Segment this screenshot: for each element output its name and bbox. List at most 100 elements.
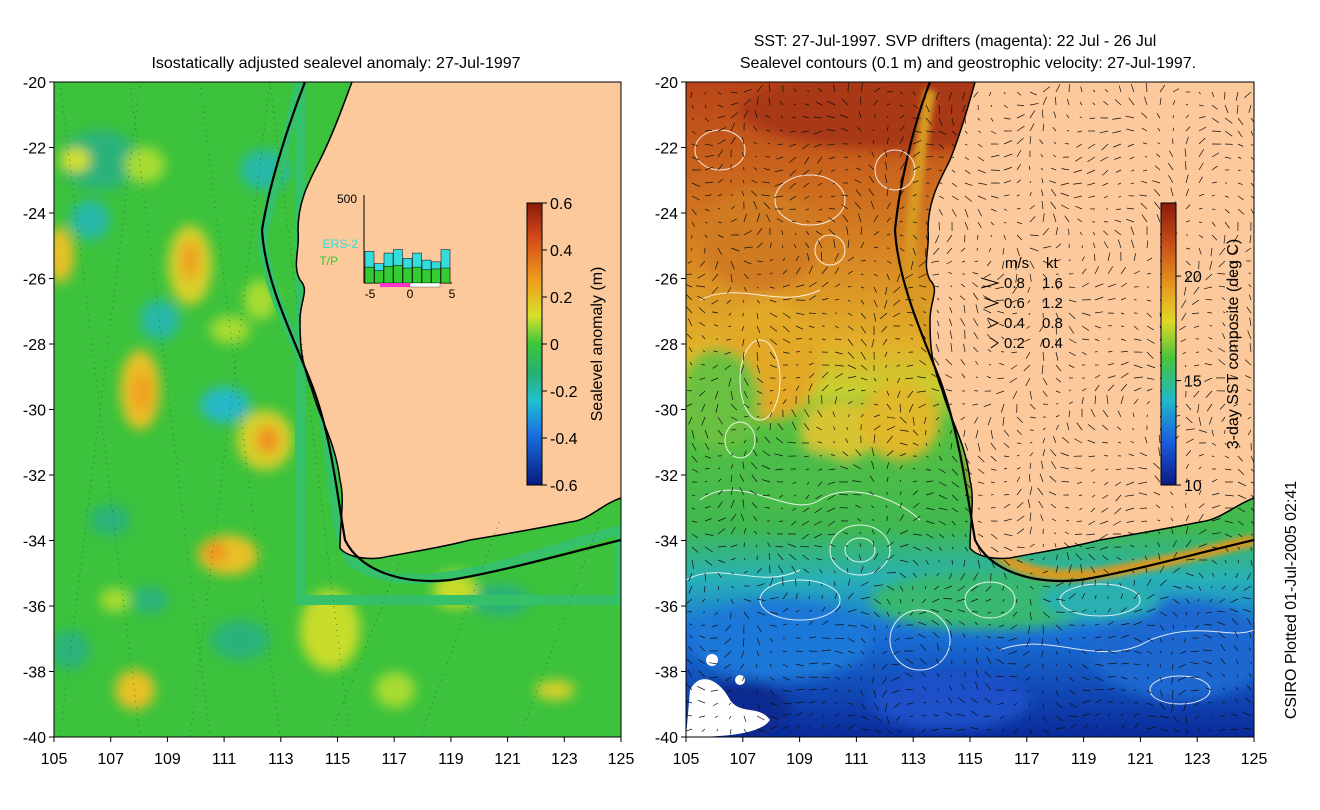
velocity-vector [860,581,869,587]
velocity-vector [801,143,810,150]
velocity-vector [1145,566,1148,574]
velocity-vector [1120,676,1128,680]
velocity-vector [704,104,707,109]
velocity-vector [1023,663,1031,669]
velocity-vector [687,669,693,678]
velocity-vector [1250,169,1254,174]
velocity-vector [698,670,706,678]
velocity-vector [766,532,771,535]
velocity-vector [1118,85,1122,93]
velocity-vector [687,260,693,264]
velocity-vector [899,206,905,210]
velocity-vector [950,442,953,450]
velocity-vector [742,312,745,317]
velocity-vector [1172,127,1175,132]
velocity-vector [906,364,914,367]
velocity-vector [925,208,931,211]
velocity-vector [1198,453,1204,457]
velocity-vector [739,486,745,496]
velocity-vector [960,247,966,252]
velocity-vector [1120,297,1127,301]
velocity-vector [860,611,870,615]
velocity-vector [1159,650,1162,654]
velocity-vector [1237,494,1247,499]
velocity-vector [918,285,927,288]
velocity-vector [964,468,973,475]
velocity-vector [1016,559,1023,564]
velocity-vector [1131,569,1135,574]
velocity-vector [1216,621,1226,626]
left-y-ticks: -20-22-24-26-28-30-32-34-36-38-40 [23,75,54,747]
velocity-vector [763,168,771,171]
velocity-vector [853,464,862,470]
velocity-vector [821,312,827,315]
velocity-vector [881,325,888,333]
velocity-vector [819,569,823,574]
velocity-vector [1028,312,1031,315]
velocity-vector [1250,143,1254,146]
velocity-vector [753,125,758,132]
velocity-vector [912,166,921,171]
velocity-vector [1211,165,1218,171]
velocity-vector [728,325,732,328]
velocity-vector [1090,566,1096,574]
velocity-vector [1242,712,1252,717]
velocity-vector [756,260,764,262]
velocity-vector [1206,403,1213,412]
velocity-vector [1054,543,1057,548]
velocity-vector [1205,611,1213,614]
velocity-vector [1185,728,1189,735]
velocity-vector [1016,91,1022,96]
velocity-vector [803,423,810,431]
velocity-vector [1055,727,1065,730]
velocity-vector [847,299,851,302]
velocity-vector [804,242,810,249]
velocity-vector [1060,452,1070,457]
velocity-vector [1219,247,1226,256]
velocity-vector [768,83,771,93]
velocity-vector [972,282,979,288]
velocity-vector [793,103,797,106]
velocity-vector [1027,299,1031,304]
velocity-vector [802,169,810,176]
velocity-vector [774,453,784,457]
velocity-vector [1178,689,1187,696]
velocity-vector [973,331,979,340]
velocity-vector [885,286,888,296]
velocity-vector [1103,569,1109,574]
velocity-vector [886,435,893,444]
velocity-vector [756,351,759,361]
velocity-vector [1211,221,1216,227]
velocity-vector [977,559,981,569]
velocity-vector [782,607,789,613]
velocity-vector [951,169,956,173]
velocity-vector [938,481,947,487]
velocity-vector [1172,728,1181,733]
velocity-vector [1094,325,1102,329]
velocity-vector [1237,182,1243,185]
velocity-vector [1081,663,1088,669]
velocity-vector [725,624,732,632]
velocity-vector [1002,247,1005,255]
velocity-vector [1076,422,1083,431]
velocity-vector [1081,256,1085,262]
velocity-vector [710,689,719,692]
velocity-vector [1232,247,1239,255]
velocity-vector [1237,481,1247,487]
velocity-vector [803,455,810,458]
velocity-vector [1102,409,1109,418]
velocity-vector [1042,611,1051,619]
velocity-vector [884,702,888,712]
sst-colorbar-ramp [1160,202,1177,486]
velocity-vector [730,464,734,470]
velocity-vector [1130,84,1135,93]
velocity-vector [1010,624,1018,630]
velocity-vector [795,676,805,678]
velocity-vector [743,542,745,548]
velocity-vector [885,161,888,171]
velocity-vector [763,494,771,496]
velocity-vector [724,351,732,355]
velocity-vector [691,468,699,473]
velocity-vector [1233,234,1239,243]
velocity-vector [686,284,693,288]
